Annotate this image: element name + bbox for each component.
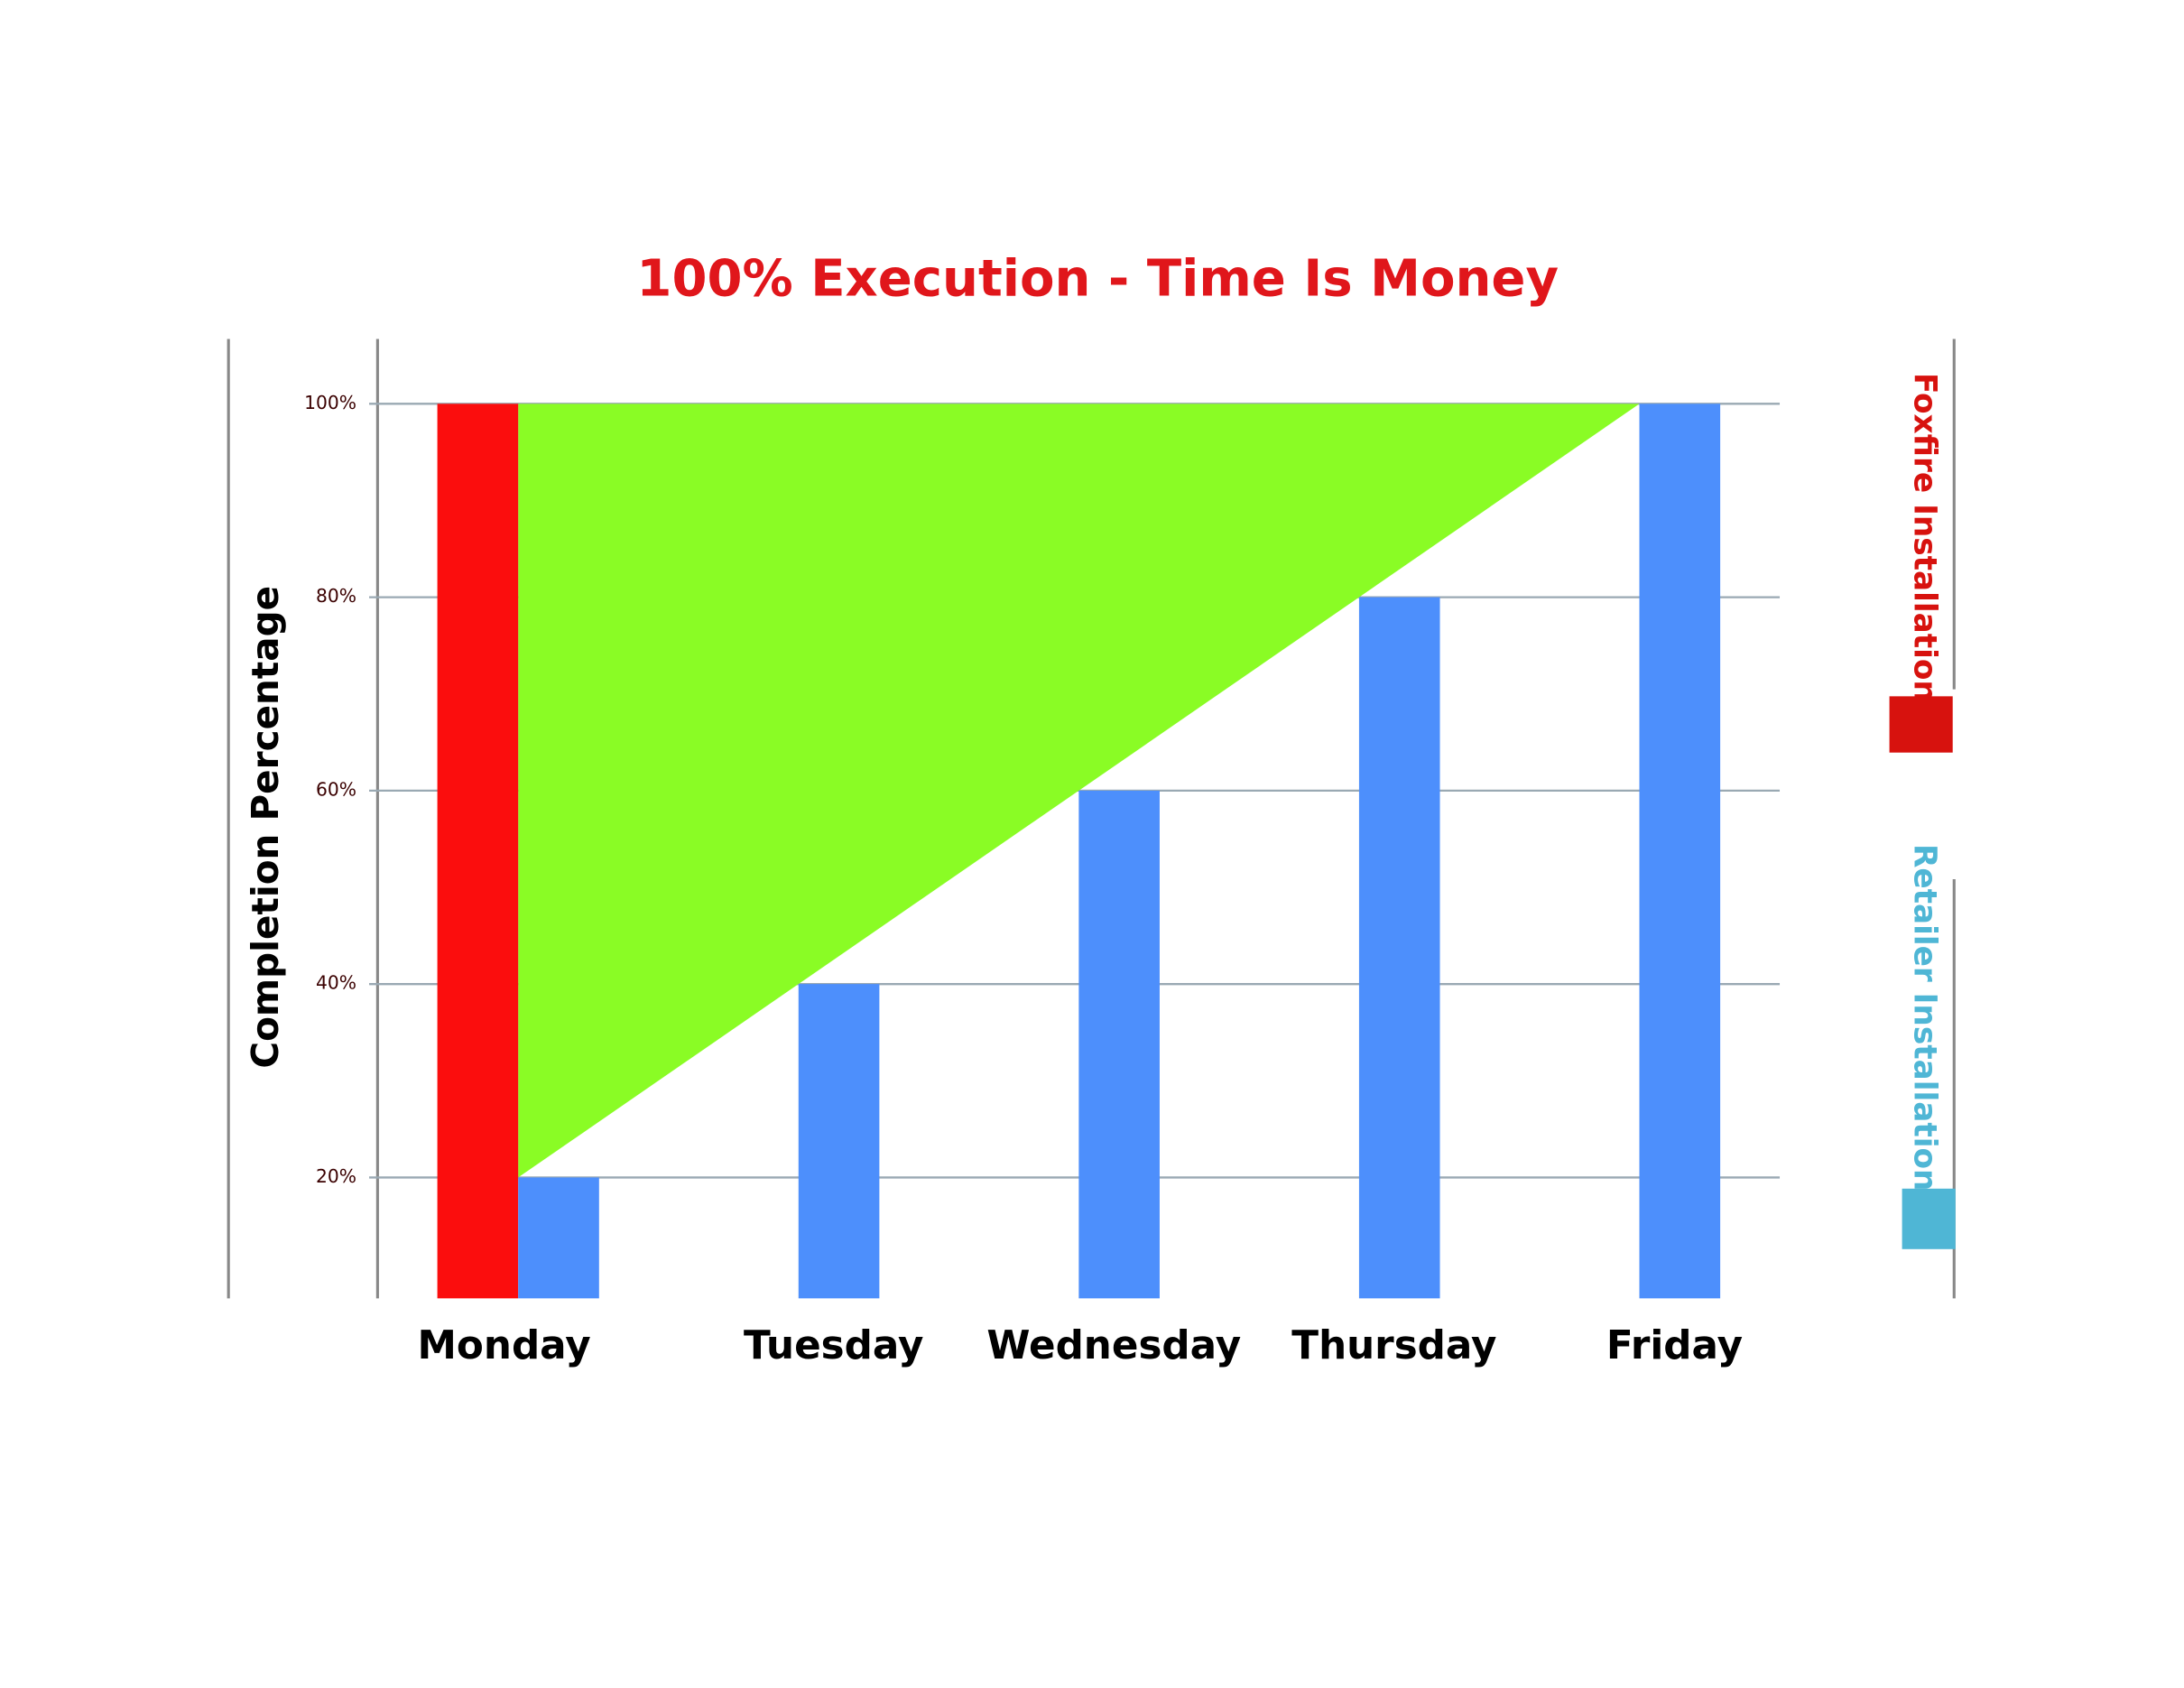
y-axis-label: Completion Percentage [244, 586, 287, 1069]
chart-title: 100% Execution - Time Is Money [636, 249, 1559, 308]
legend-swatch [1902, 1188, 1956, 1249]
bar [518, 1177, 599, 1299]
y-tick-label: 40% [316, 972, 356, 994]
bar [437, 403, 519, 1299]
y-tick-label: 100% [304, 392, 356, 413]
bar [1639, 403, 1721, 1299]
x-tick-label: Monday [418, 1323, 591, 1368]
bar [1358, 597, 1440, 1299]
y-tick-label: 60% [316, 778, 356, 800]
x-tick-label: Thursday [1291, 1323, 1496, 1368]
gap-area [518, 403, 1640, 1178]
y-tick-label: 20% [316, 1165, 356, 1187]
x-tick-label: Wednesday [986, 1323, 1241, 1368]
bar [1078, 790, 1160, 1299]
legend-label: Foxfire Installation [1906, 373, 1942, 702]
legend-label: Retailer Installation [1906, 844, 1942, 1191]
x-tick-label: Tuesday [744, 1323, 923, 1368]
y-tick-label: 80% [316, 585, 356, 607]
x-tick-label: Friday [1606, 1323, 1743, 1368]
bar [798, 984, 880, 1299]
legend-swatch [1889, 696, 1953, 753]
